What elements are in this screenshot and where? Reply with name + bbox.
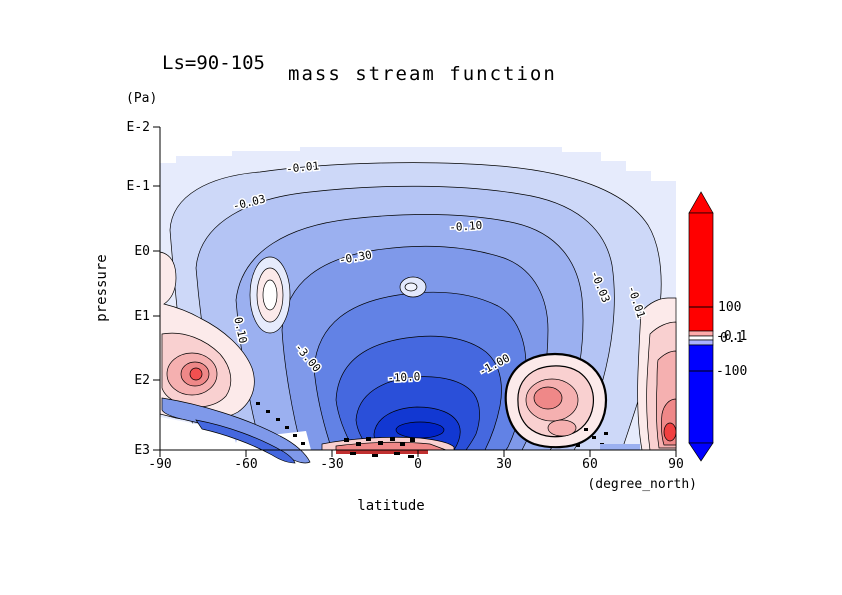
colorbar-negative-body — [688, 344, 714, 444]
central-light-patch-core — [404, 282, 418, 292]
x-tick-label: -30 — [320, 457, 343, 472]
x-axis-title: latitude — [357, 498, 424, 514]
north-positive-cell — [504, 352, 608, 449]
band-core — [335, 441, 447, 451]
y-tick-label: E2 — [134, 373, 150, 388]
y-axis-ticks — [153, 126, 160, 451]
bottom-speckles — [344, 437, 415, 458]
y-tick-label: E0 — [134, 244, 150, 259]
south-positive-cell — [159, 251, 255, 421]
titles: Ls=90-105 mass stream function — [162, 52, 557, 85]
bottom-right-blue-strip — [600, 444, 640, 450]
contour-label: -10.0 — [387, 370, 421, 385]
y-axis-title: pressure — [94, 254, 110, 321]
south-fill-r5 — [189, 367, 203, 381]
contour-label: -0.10 — [449, 219, 483, 234]
colorbar: 100 -0.1 0.1 -100 — [688, 191, 747, 462]
eddy-core — [262, 279, 278, 311]
y-tick-label: E3 — [134, 443, 150, 458]
colorbar-band-neg — [688, 339, 714, 346]
colorbar-max-label: 100 — [718, 300, 741, 315]
north-fill-r4 — [533, 386, 563, 410]
colorbar-min-label: -100 — [716, 364, 747, 379]
colorbar-pos-label: 0.1 — [720, 331, 743, 346]
colorbar-top-arrow — [688, 191, 714, 214]
y-tick-labels: E-2 E-1 E0 E1 E2 E3 — [127, 120, 150, 458]
bottom-positive-band — [321, 436, 455, 458]
colorbar-band-pos — [688, 330, 714, 337]
chart-title: mass stream function — [288, 63, 557, 85]
small-positive-eddy — [249, 256, 291, 334]
band-below-axis — [336, 450, 428, 454]
x-tick-label: -60 — [234, 457, 257, 472]
x-tick-labels: -90 -60 -30 0 30 60 90 — [148, 457, 684, 472]
wedge-2 — [195, 419, 296, 464]
x-tick-label: 0 — [414, 457, 422, 472]
contour-label: -0.01 — [285, 159, 319, 175]
fill-level-b10 — [395, 421, 445, 439]
y-axis-unit: (Pa) — [126, 91, 157, 106]
axes: E-2 E-1 E0 E1 E2 E3 -90 -60 -30 0 30 60 … — [94, 91, 697, 514]
x-tick-label: 30 — [496, 457, 512, 472]
x-tick-label: 90 — [668, 457, 684, 472]
x-axis-unit: (degree_north) — [587, 477, 697, 492]
x-axis-ticks — [159, 450, 677, 457]
left-ridge-speckles — [256, 402, 305, 445]
x-tick-label: -90 — [148, 457, 171, 472]
colorbar-positive-body — [688, 212, 714, 332]
negative-contour-fills — [160, 147, 676, 451]
north-lower-lobe — [547, 419, 577, 437]
y-tick-label: E-1 — [127, 179, 150, 194]
y-tick-label: E-2 — [127, 120, 150, 135]
colorbar-band-zero — [688, 335, 714, 341]
colorbar-neg-label: -0.1 — [716, 329, 747, 344]
ls-label: Ls=90-105 — [162, 52, 265, 74]
polar-positive-column — [637, 297, 677, 451]
y-tick-label: E1 — [134, 309, 150, 324]
x-tick-label: 60 — [582, 457, 598, 472]
colorbar-bottom-arrow — [688, 442, 714, 462]
polar-core — [663, 422, 677, 442]
lower-left-blue-wedges — [161, 397, 311, 464]
